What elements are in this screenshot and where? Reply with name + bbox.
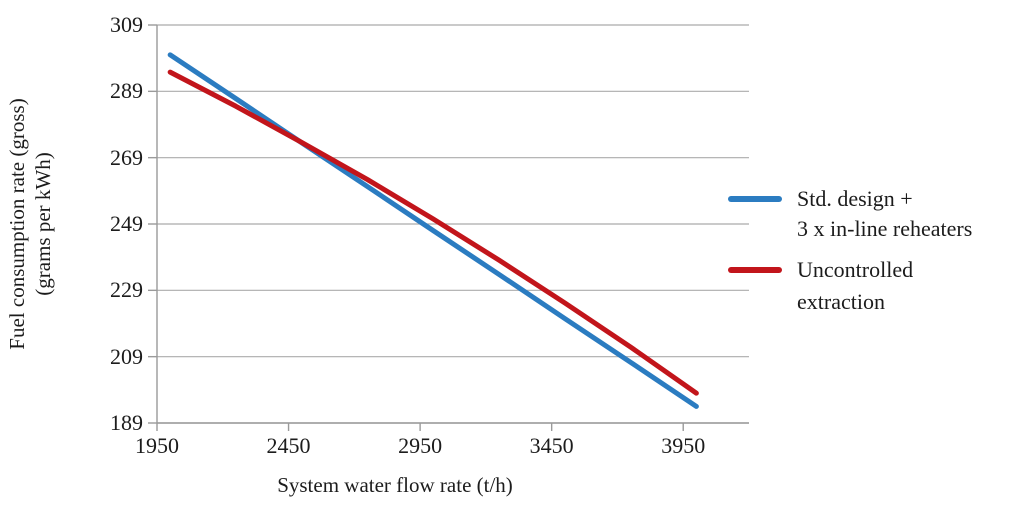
y-tick-label-309: 309 [110,12,143,37]
x-axis-title: System water flow rate (t/h) [277,473,513,497]
x-tick-label-1950: 1950 [135,433,179,458]
legend-swatch-std-design [728,196,782,202]
x-tick-label-2450: 2450 [266,433,311,458]
y-tick-label-289: 289 [110,78,143,104]
y-tick-label-189: 189 [110,410,143,435]
y-tick-label-229: 229 [110,277,143,303]
x-tick-label-2950: 2950 [398,433,443,458]
legend-swatch-uncontrolled [728,267,782,273]
legend-label-uncontrolled-line2: extraction [797,289,885,314]
y-tick-label-269: 269 [110,144,143,170]
x-tick-label-3450: 3450 [529,433,574,458]
y-axis-title: Fuel consumption rate (gross) (grams per… [4,44,56,404]
x-tick-label-3950: 3950 [661,433,706,458]
legend-label-std-design-line1: Std. design + [797,186,913,211]
legend-label-std-design-line2: 3 x in-line reheaters [797,216,973,241]
y-tick-label-249: 249 [110,211,143,236]
legend-label-uncontrolled-line1: Uncontrolled [797,257,914,282]
series-line-std-design [167,52,699,409]
y-axis-title-line1: Fuel consumption rate (gross) [5,98,29,350]
y-tick-label-209: 209 [110,343,143,369]
y-axis-title-line2: (grams per kWh) [31,152,55,296]
series-line-uncontrolled [167,69,699,396]
